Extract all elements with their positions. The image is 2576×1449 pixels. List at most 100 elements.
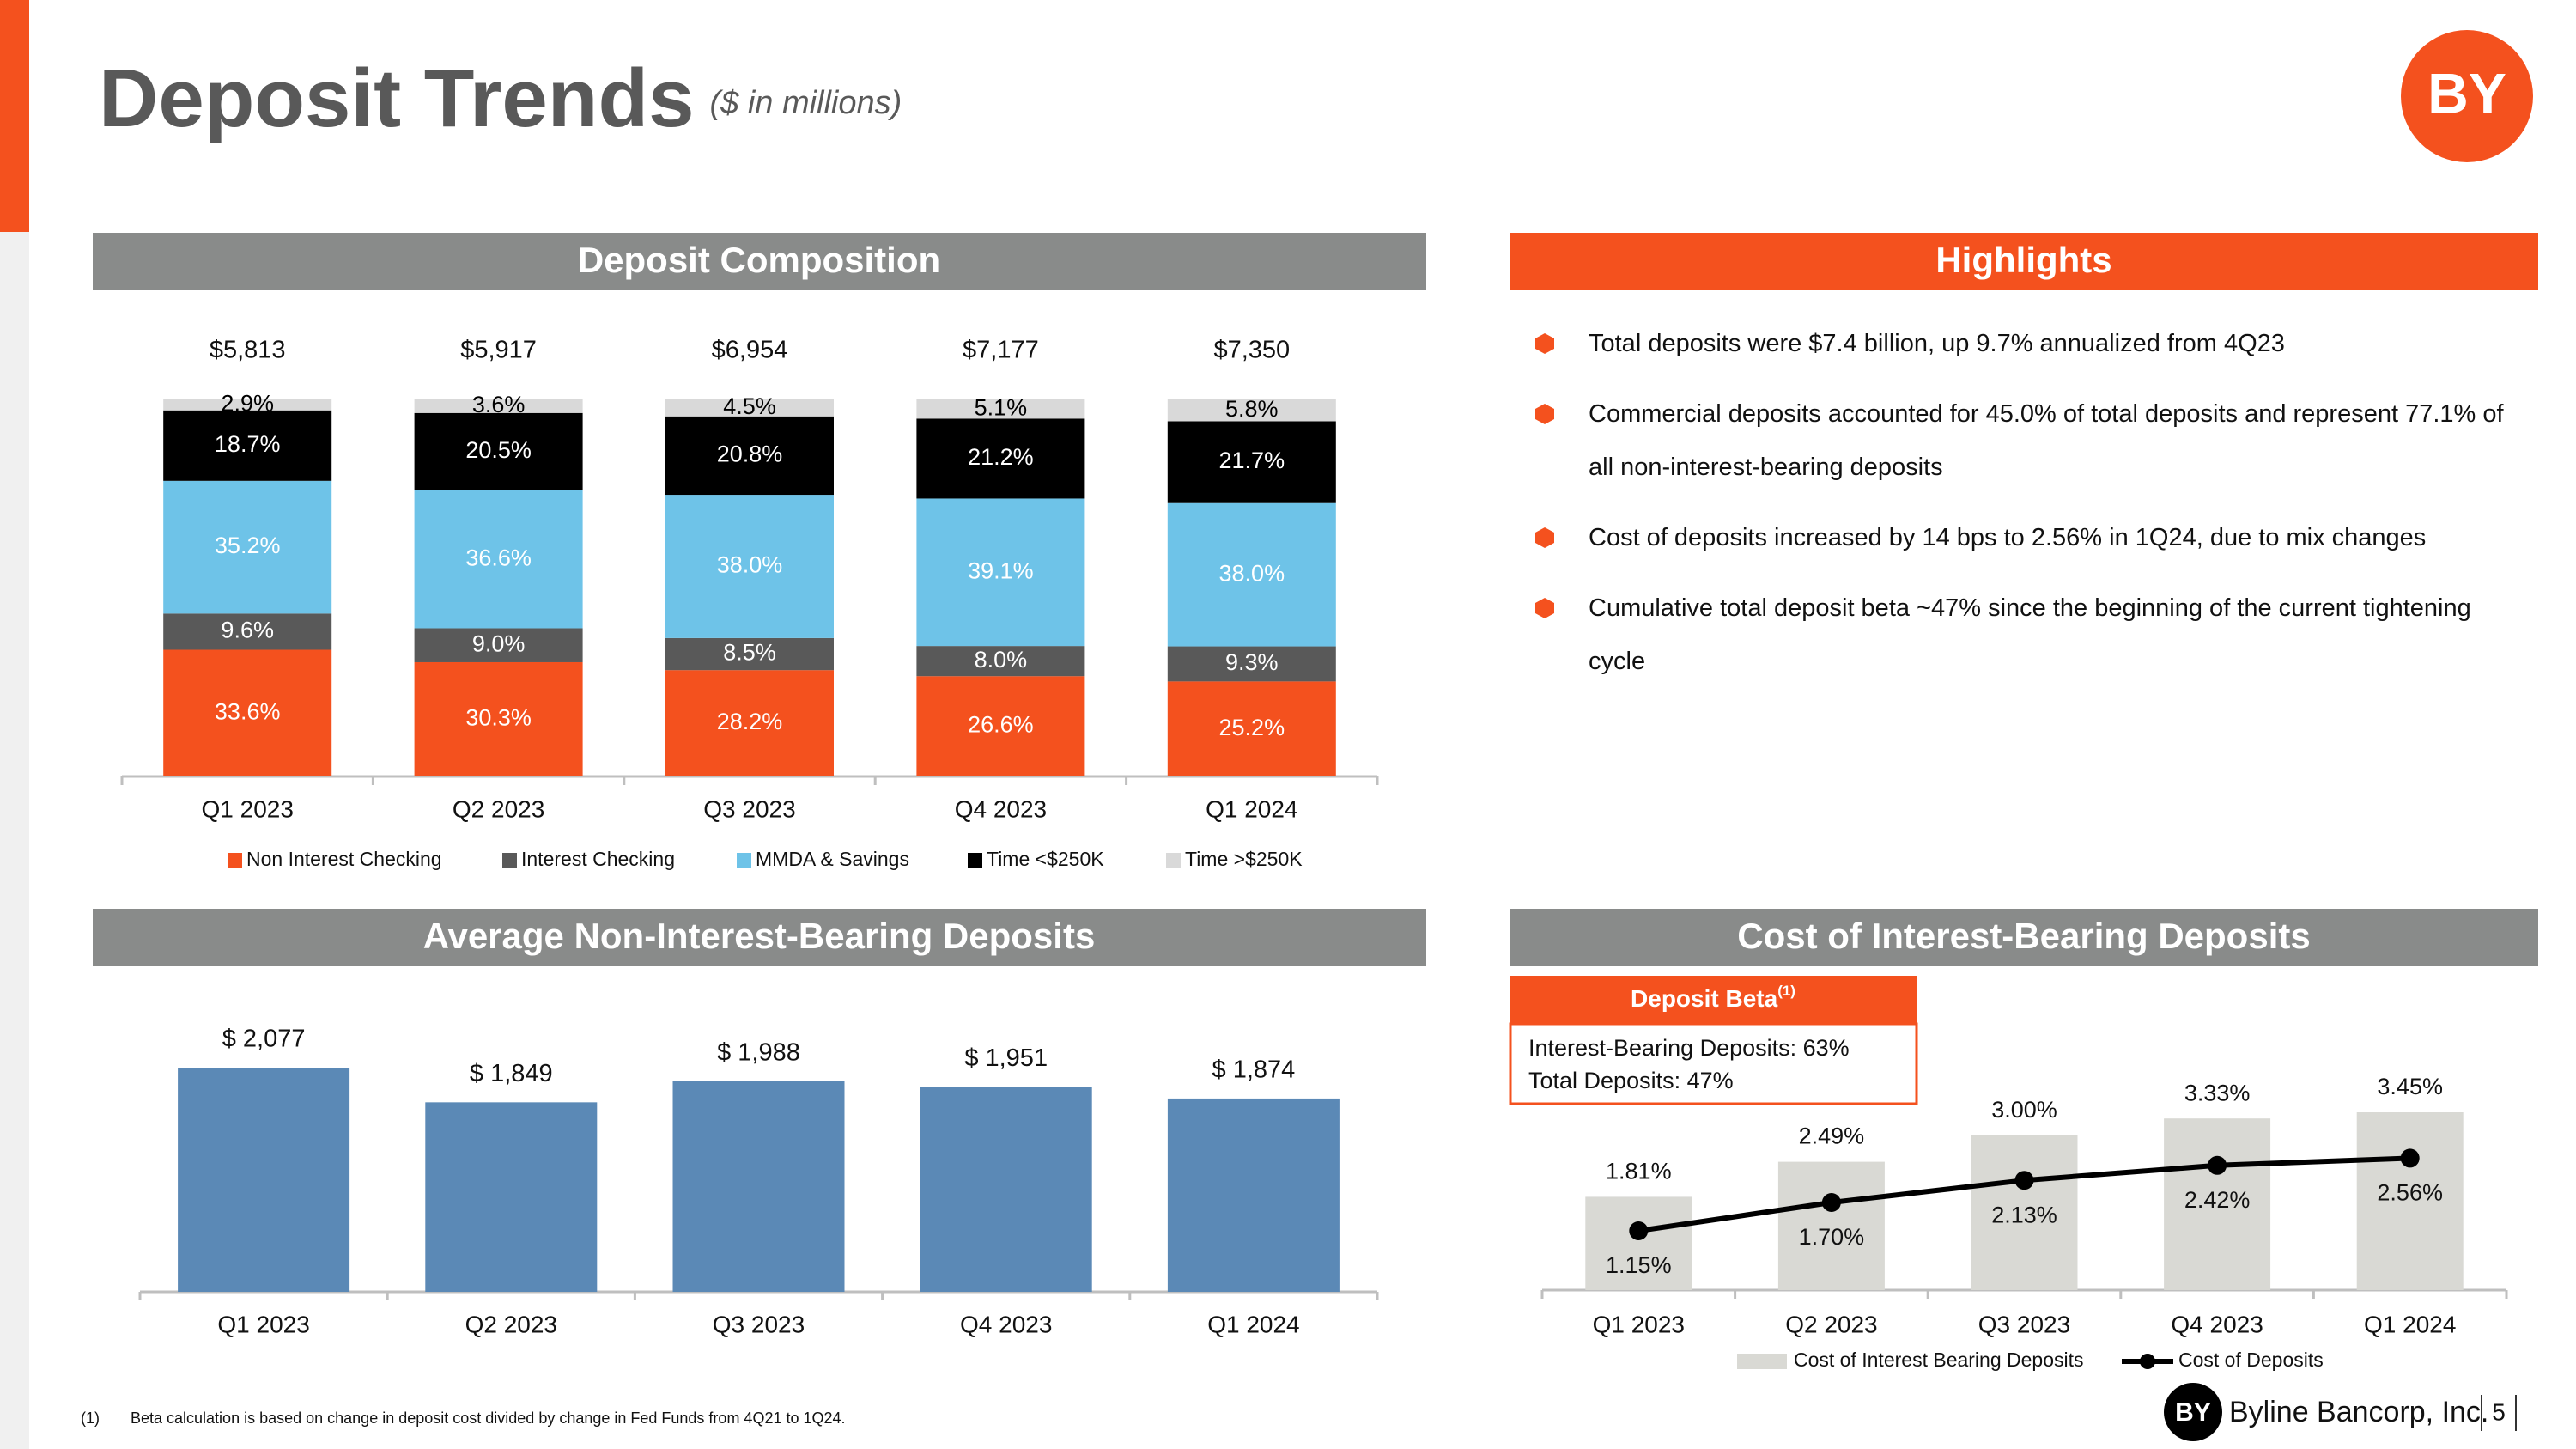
data-label: 1.15% [1606, 1252, 1672, 1278]
bar-segment [1167, 646, 1336, 682]
page-title: Deposit Trends ($ in millions) [99, 52, 902, 144]
data-label: 2.56% [2377, 1180, 2443, 1206]
data-label: 36.6% [465, 545, 532, 570]
bar-segment [916, 676, 1085, 776]
data-label: $ 1,988 [717, 1038, 800, 1066]
beta-line: Total Deposits: 47% [1528, 1068, 1734, 1093]
total-label: $7,177 [963, 337, 1039, 364]
highlight-item: Cumulative total deposit beta ~47% since… [1535, 581, 2507, 688]
beta-title: Deposit Beta(1) [1631, 983, 1795, 1012]
data-label: $ 2,077 [222, 1026, 306, 1053]
x-tick-label: Q1 2023 [217, 1311, 309, 1337]
data-label: 3.33% [2184, 1080, 2251, 1105]
legend-swatch [502, 853, 517, 868]
legend-swatch [968, 853, 982, 868]
bar [1777, 1161, 1885, 1290]
total-label: $5,813 [210, 337, 286, 364]
data-label: $ 1,951 [964, 1044, 1048, 1072]
bar-segment [916, 399, 1085, 419]
data-label: 2.9% [221, 390, 274, 416]
bullet [1535, 527, 1554, 548]
section-title: Average Non-Interest-Bearing Deposits [423, 916, 1096, 956]
x-tick-label: Q1 2023 [1593, 1311, 1685, 1337]
bar-segment [414, 490, 583, 629]
x-tick-label: Q2 2023 [1785, 1311, 1877, 1337]
bar-segment [665, 416, 834, 496]
bar-segment [665, 399, 834, 417]
legend-label: Cost of Interest Bearing Deposits [1794, 1349, 2084, 1371]
beta-header [1510, 976, 1917, 1024]
data-label: 3.45% [2377, 1074, 2443, 1099]
section-header [93, 909, 1426, 966]
legend-label: Non Interest Checking [246, 848, 442, 870]
section-title: Highlights [1935, 240, 2111, 280]
data-label: $ 1,849 [470, 1060, 553, 1087]
bar-segment [414, 399, 583, 413]
footer-logo-text: BY [2175, 1398, 2211, 1427]
legend-label: Interest Checking [521, 848, 675, 870]
beta-line: Interest-Bearing Deposits: 63% [1528, 1035, 1850, 1061]
data-label: 25.2% [1219, 715, 1285, 740]
x-tick-label: Q1 2024 [2364, 1311, 2456, 1337]
bar-segment [1167, 502, 1336, 647]
highlight-item: Total deposits were $7.4 billion, up 9.7… [1535, 317, 2507, 370]
data-label: 2.49% [1799, 1123, 1865, 1149]
footer-logo [2164, 1383, 2222, 1441]
line-point [1629, 1221, 1649, 1240]
section-header [93, 233, 1426, 290]
data-label: 8.0% [975, 647, 1028, 673]
data-label: 28.2% [717, 709, 783, 734]
bar-segment [414, 412, 583, 490]
section-header [1510, 233, 2538, 290]
data-label: 38.0% [717, 552, 783, 578]
bar [672, 1081, 845, 1292]
bullet [1535, 333, 1554, 354]
data-label: 9.0% [472, 630, 526, 656]
section-title: Cost of Interest-Bearing Deposits [1737, 916, 2310, 956]
legend-label: Time >$250K [1185, 848, 1303, 870]
bar-segment [665, 637, 834, 671]
data-label: 30.3% [465, 705, 532, 731]
footnote: Beta calculation is based on change in d… [131, 1409, 846, 1427]
bar-segment [665, 495, 834, 638]
data-label: 8.5% [723, 640, 776, 666]
data-label: 3.6% [472, 392, 526, 417]
side-band [0, 0, 29, 1449]
data-label: 21.2% [968, 444, 1034, 470]
legend-swatch [737, 853, 751, 868]
bar-segment [414, 628, 583, 662]
x-tick-label: Q3 2023 [713, 1311, 805, 1337]
legend-label: MMDA & Savings [756, 848, 909, 870]
x-tick-label: Q1 2023 [201, 795, 293, 822]
data-label: $ 1,874 [1212, 1056, 1296, 1084]
data-label: 1.70% [1799, 1224, 1865, 1250]
data-label: 2.13% [1991, 1202, 2057, 1227]
data-label: 2.42% [2184, 1187, 2251, 1213]
total-label: $5,917 [460, 337, 537, 364]
title: Deposit Trends [99, 52, 694, 144]
legend-label: Time <$250K [987, 848, 1104, 870]
subtitle: ($ in millions) [709, 85, 902, 121]
data-label: 3.00% [1991, 1097, 2057, 1123]
highlight-text: Cumulative total deposit beta ~47% since… [1589, 594, 2471, 675]
bar-segment [163, 399, 332, 411]
charts: Q1 2023 Q2 2023 Q3 2023 Q4 2023 Q1 2024 33.6%… [120, 337, 2508, 1371]
line-point [2400, 1148, 2420, 1168]
bar-segment [414, 661, 583, 776]
bar-segment [665, 670, 834, 776]
x-tick-label: Q2 2023 [453, 795, 544, 822]
bar [1971, 1135, 2078, 1290]
bar-segment [916, 418, 1085, 499]
logo-text: BY [2427, 61, 2506, 125]
bar-segment [163, 649, 332, 776]
bar [1167, 1098, 1340, 1292]
bar-segment [163, 613, 332, 650]
line-point [1821, 1193, 1841, 1212]
data-label: 5.1% [975, 394, 1028, 420]
data-label: 5.8% [1225, 396, 1279, 422]
bar-segment [163, 410, 332, 481]
highlights: Total deposits were $7.4 billion, up 9.7… [1535, 317, 2507, 705]
bar-segment [916, 646, 1085, 677]
data-label: 33.6% [215, 698, 281, 724]
